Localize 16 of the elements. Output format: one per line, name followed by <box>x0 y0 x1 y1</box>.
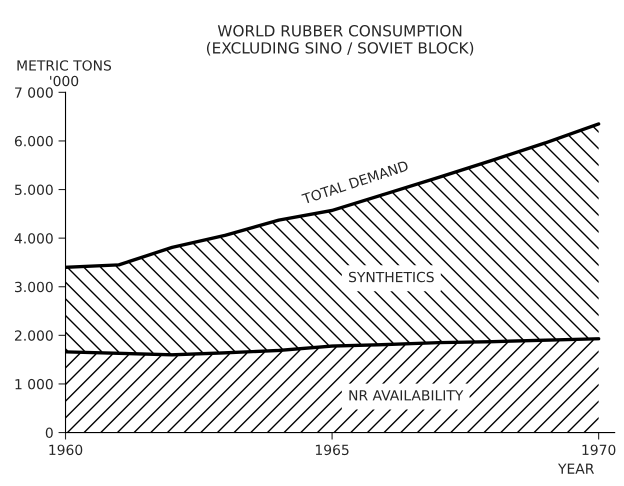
x-tick-label: 1960 <box>49 444 82 456</box>
x-tick-label: 1965 <box>316 444 349 456</box>
chart-title: WORLD RUBBER CONSUMPTION (EXCLUDING SINO / SOVIET BLOCK) <box>206 25 474 56</box>
series-label: NR AVAILABILITY <box>349 390 464 400</box>
y-tick-label: 5.000 <box>15 184 53 196</box>
y-tick-label: 3.000 <box>15 282 53 292</box>
x-tick-label: 1970 <box>582 444 616 456</box>
y-axis-title: METRIC TONS '000 <box>17 60 112 86</box>
y-tick-label: 1 000 <box>15 378 53 390</box>
y-tick-label: 2.000 <box>14 330 53 341</box>
x-axis-title: YEAR <box>558 464 594 474</box>
y-tick-label: 6.000 <box>14 136 53 146</box>
y-tick-label: 0 <box>46 428 53 438</box>
y-tick-label: 4.000 <box>14 233 53 244</box>
series-label: SYNTHETICS <box>348 272 434 282</box>
y-tick-label: 7 000 <box>15 87 53 98</box>
